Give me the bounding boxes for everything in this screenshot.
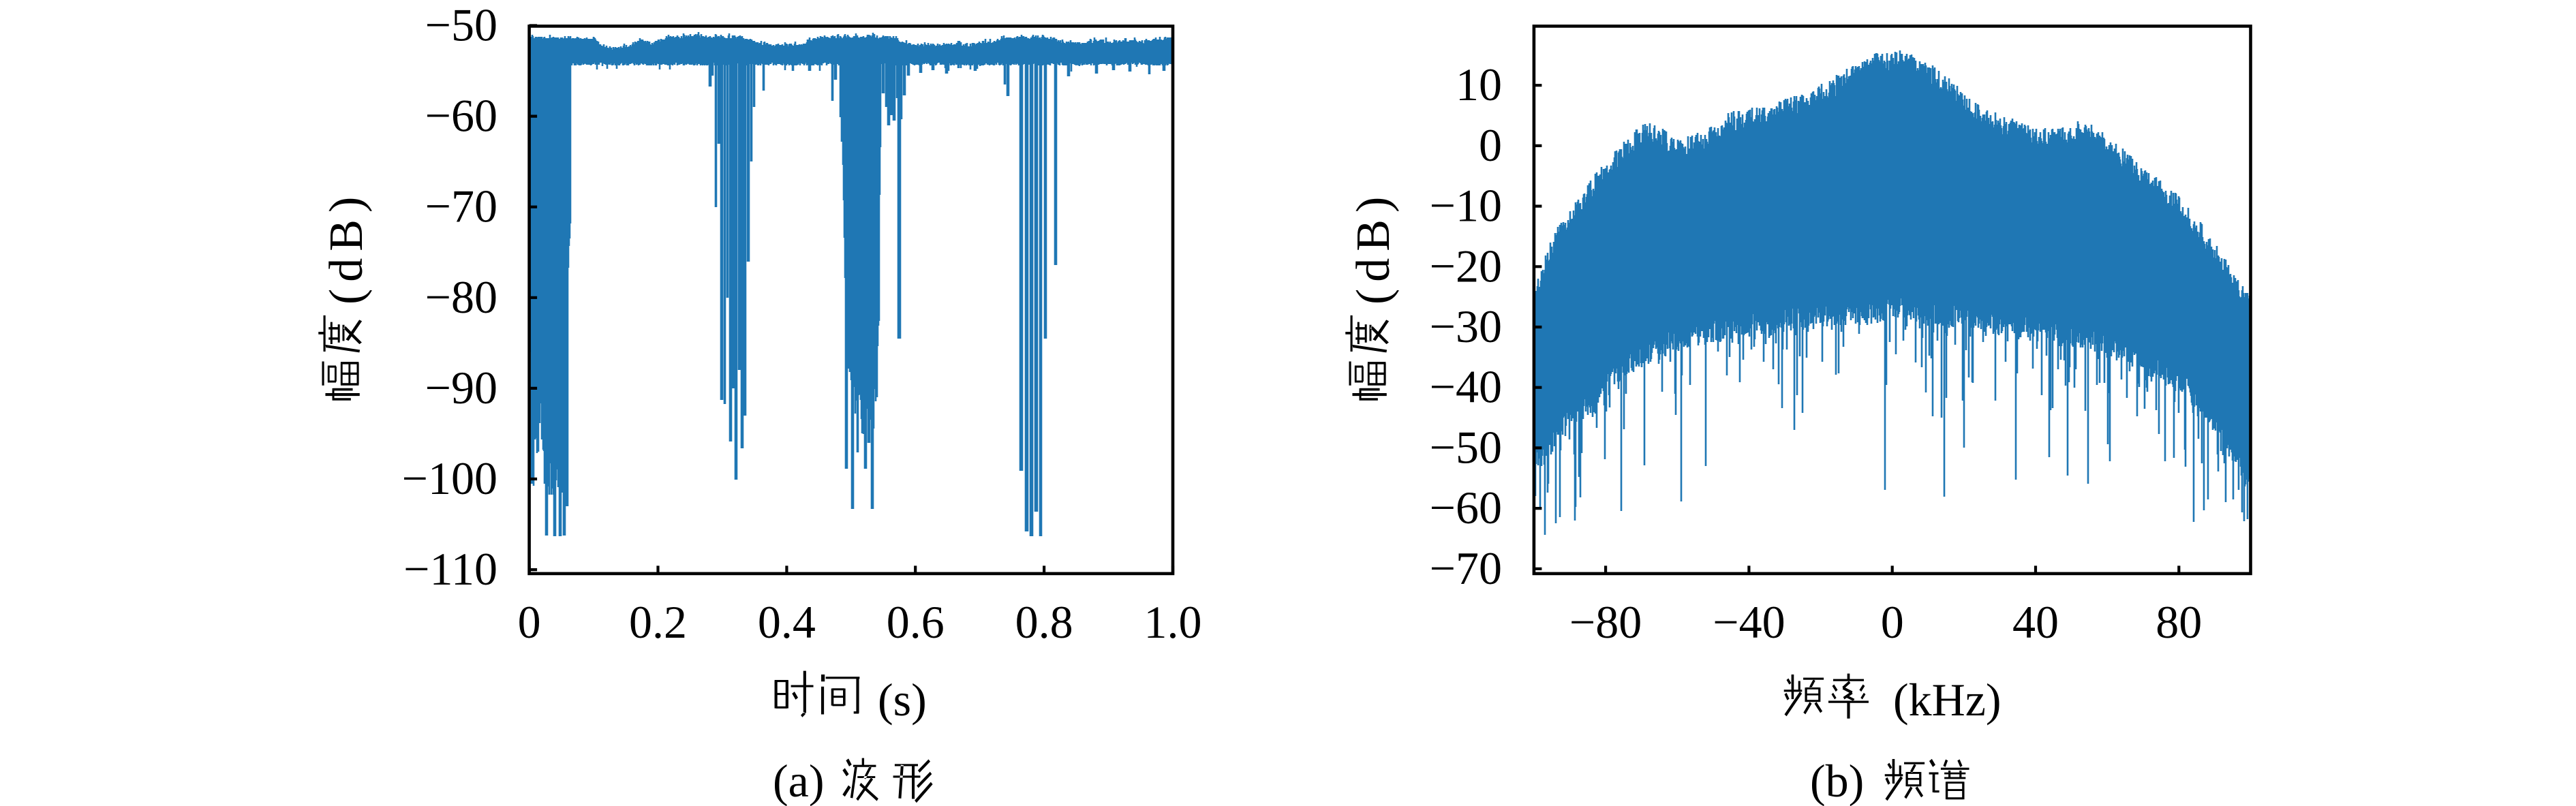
svg-text:0: 0 [518,596,541,648]
svg-text:−70: −70 [1430,542,1502,594]
svg-text:0: 0 [1881,596,1904,648]
svg-text:(a): (a) [773,755,824,806]
svg-text:(dB): (dB) [320,190,373,305]
svg-text:−100: −100 [402,452,497,504]
svg-text:(b): (b) [1810,755,1864,806]
svg-text:10: 10 [1456,59,1502,110]
svg-text:−60: −60 [1430,482,1502,533]
svg-text:−40: −40 [1430,361,1502,413]
svg-text:−20: −20 [1430,240,1502,292]
svg-text:0.6: 0.6 [887,596,945,648]
svg-text:−50: −50 [1430,421,1502,473]
svg-text:80: 80 [2156,596,2202,648]
svg-text:0.2: 0.2 [629,596,687,648]
svg-text:−80: −80 [1569,596,1642,648]
svg-text:1.0: 1.0 [1144,596,1202,648]
svg-text:−110: −110 [403,543,497,595]
svg-text:−50: −50 [425,0,497,51]
svg-text:−70: −70 [425,181,497,232]
svg-text:−90: −90 [425,362,497,414]
svg-text:(dB): (dB) [1347,190,1400,305]
svg-text:−10: −10 [1430,180,1502,232]
svg-text:(kHz): (kHz) [1893,674,2002,726]
svg-text:0.4: 0.4 [758,596,816,648]
svg-text:0.8: 0.8 [1015,596,1073,648]
svg-text:−40: −40 [1713,596,1785,648]
svg-text:−30: −30 [1430,300,1502,352]
svg-text:(s): (s) [878,674,927,726]
svg-text:−60: −60 [425,90,497,142]
svg-text:0: 0 [1479,119,1502,171]
svg-text:−80: −80 [425,271,497,323]
svg-text:40: 40 [2012,596,2059,648]
